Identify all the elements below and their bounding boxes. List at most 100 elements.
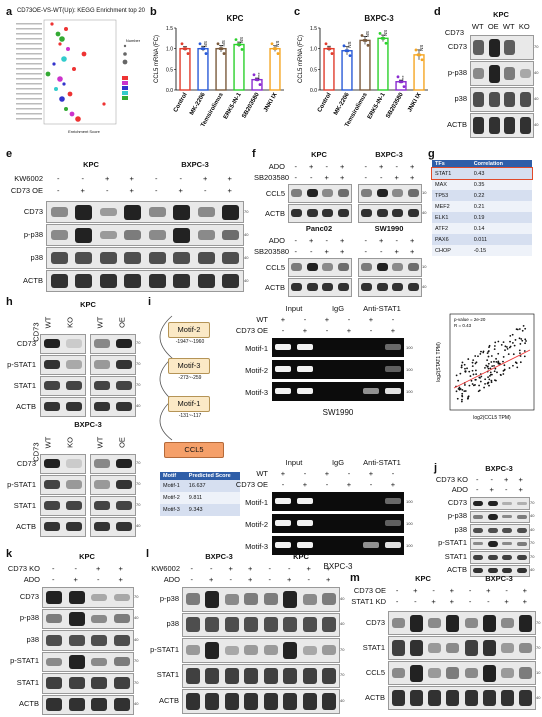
gel-wt-sign: + (324, 315, 330, 324)
panel-h-band (116, 339, 132, 348)
significance-label: NS (275, 41, 280, 47)
kegg-colorbar-swatch (122, 76, 128, 80)
kegg-term-label (16, 78, 42, 80)
panel-h-band (94, 402, 110, 411)
panel-f-blot-strip (288, 278, 352, 297)
y-tick-label: 0.5 (166, 67, 173, 73)
panel-l-ado-sign: - (268, 575, 272, 584)
panel-h-blot-strip (40, 334, 86, 354)
panel-l-band (185, 617, 200, 633)
panel-k-ko-sign: + (118, 564, 123, 573)
panel-d-row-label: CD73 (447, 42, 467, 51)
scatter-point (461, 398, 463, 401)
panel-d-lane-header: KO (518, 22, 530, 31)
panel-h-western: KPC WT KO WT OE CD73 CD73 70 p-STAT1 70 STAT1 70 ACT… (7, 300, 146, 540)
scatter-ylabel: log2(STAT1 TPM) (436, 342, 442, 382)
tf-table-row: ATF2 0.14 (432, 223, 532, 234)
panel-e-band (148, 251, 166, 265)
panel-k-band (113, 634, 130, 646)
scatter-point (508, 346, 511, 349)
kegg-dot (45, 71, 51, 77)
scatter-point (523, 350, 526, 352)
panel-k-blot-strip (42, 587, 134, 608)
gel-cond-label: CD73 OE (235, 326, 268, 335)
panel-h-band (94, 501, 110, 510)
panel-d-row-label: p-p38 (447, 68, 467, 77)
panel-l-mw-marker: 40 (340, 595, 345, 601)
panel-m-band (409, 664, 423, 682)
panel-d-mw-marker: 40 (534, 96, 539, 101)
panel-e-oe-sign: + (80, 186, 85, 195)
bar (377, 37, 389, 91)
panel-d-band (473, 116, 485, 134)
motif-score-row: Motif-2 9.811 (160, 492, 240, 504)
data-point (200, 47, 204, 51)
motif-score-header: Motif (160, 472, 186, 480)
scatter-point (487, 350, 490, 353)
panel-e-band (50, 273, 68, 289)
scatter-point (521, 329, 524, 332)
gel-oe-sign: - (369, 326, 373, 335)
y-tick-label: 1.0 (166, 47, 173, 53)
panel-e-band (50, 207, 68, 217)
panel-l-western: BXPC-3 KPC KW6002 ADO - - + + - - + + - + - + - + - + p-p38 4… (146, 552, 346, 717)
panel-h-blot-strip (40, 496, 86, 516)
panel-e-mw-marker: 40 (244, 254, 249, 260)
scatter-point (519, 361, 522, 364)
panel-f-ado-sign: + (309, 162, 314, 171)
scatter-point (496, 371, 498, 374)
scatter-point (507, 353, 510, 355)
scatter-point (479, 353, 482, 355)
panel-h-band (116, 522, 132, 531)
panel-l-band (283, 692, 298, 710)
kegg-dot (52, 62, 56, 66)
panel-f-cond-label: SB203580 (254, 173, 290, 182)
category-label: MK-2206 (189, 91, 207, 116)
gel-band (275, 498, 291, 504)
panel-e-title: KPC (83, 160, 99, 169)
panel-h-blot-strip (40, 355, 86, 375)
gel-strip (272, 492, 404, 511)
panel-d-band (473, 91, 485, 107)
panel-e-kw-sign: + (203, 174, 208, 183)
kegg-dot (69, 111, 75, 117)
scatter-point (478, 389, 481, 392)
kegg-term-label (16, 103, 42, 105)
panel-l-band (283, 641, 298, 659)
panel-m-band (409, 614, 423, 632)
motif-box: Motif-2 (168, 322, 210, 338)
panel-h-blot-strip (90, 397, 136, 417)
panel-d-band (473, 67, 485, 80)
scatter-point (518, 328, 521, 330)
panel-m-mw-marker: 40 (536, 694, 541, 700)
panel-j-band (502, 501, 513, 505)
scatter-point (461, 395, 464, 398)
panel-j-blot-strip (470, 551, 530, 564)
scatter-point (521, 339, 524, 342)
scatter-point (490, 355, 493, 357)
panel-m-band (482, 614, 496, 632)
data-point (186, 52, 190, 55)
panel-m-kd-sign: + (504, 597, 509, 606)
panel-f-blot-strip (358, 258, 422, 277)
panel-e-band (124, 273, 142, 289)
panel-m-western: KPC BXPC-3 CD73 OE STAT1 KD - + - + - + - + - - + + - - + +… (350, 574, 542, 717)
scatter-point (461, 361, 464, 364)
scatter-point (516, 366, 519, 369)
data-point (342, 44, 346, 48)
panel-h-row-label: p-STAT1 (7, 480, 36, 489)
panel-j-ko-sign: - (476, 475, 479, 484)
panel-l-ado-sign: + (287, 575, 292, 584)
category-label: MK-2206 (333, 91, 351, 116)
panel-f-ado-sign: - (364, 236, 368, 245)
data-point (238, 43, 242, 46)
y-tick-label: 0.5 (310, 67, 317, 73)
tf-name-cell: TP53 (435, 192, 449, 199)
panel-k-band (91, 657, 108, 666)
panel-l-row-label: STAT1 (156, 670, 179, 680)
scatter-point (490, 379, 493, 382)
panel-m-oe-sign: - (432, 586, 435, 595)
gel-mw-marker: 100 (406, 543, 413, 548)
panel-h-mw-marker: 70 (136, 382, 141, 387)
panel-m-kd-sign: - (468, 597, 472, 606)
